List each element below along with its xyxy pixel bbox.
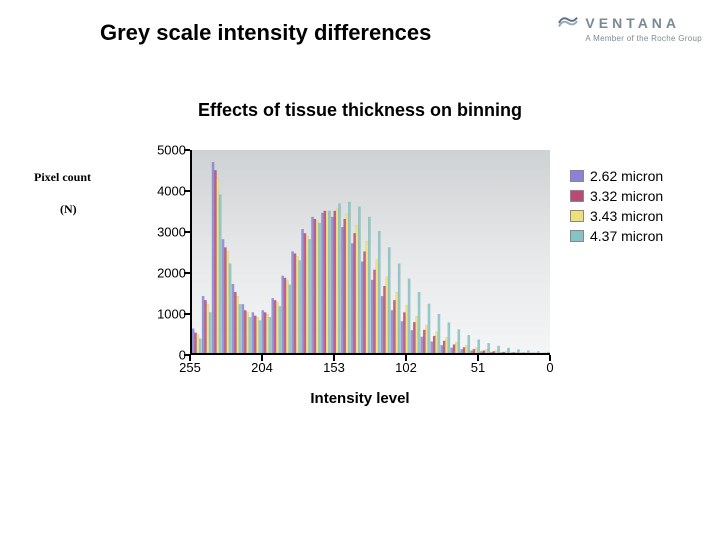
legend-swatch [570,210,584,222]
chart-legend: 2.62 micron 3.32 micron 3.43 micron 4.37 mi… [570,168,663,248]
x-tick-mark [549,355,551,361]
x-tick-mark [405,355,407,361]
legend-label: 3.32 micron [590,188,663,204]
y-tick-label: 3000 [157,225,186,240]
legend-swatch [570,230,584,242]
y-tick-label: 4000 [157,184,186,199]
y-tick-label: 5000 [157,143,186,158]
legend-swatch [570,190,584,202]
y-tick-label: 2000 [157,266,186,281]
legend-swatch [570,170,584,182]
y-tick-mark [184,149,190,151]
x-tick-mark [333,355,335,361]
x-tick-label: 51 [471,360,485,375]
legend-item: 3.32 micron [570,188,663,204]
page-title: Grey scale intensity differences [100,20,431,46]
x-axis-label: Intensity level [0,390,720,407]
brand-name: VENTANA [585,15,680,31]
legend-item: 2.62 micron [570,168,663,184]
legend-label: 2.62 micron [590,168,663,184]
brand-block: VENTANA A Member of the Roche Group [557,14,702,43]
legend-item: 4.37 micron [570,228,663,244]
y-axis-label-primary: Pixel count [34,170,91,185]
x-tick-mark [189,355,191,361]
y-tick-mark [184,190,190,192]
legend-item: 3.43 micron [570,208,663,224]
y-tick-mark [184,231,190,233]
x-tick-label: 255 [179,360,201,375]
y-tick-mark [184,313,190,315]
x-tick-label: 153 [323,360,345,375]
x-tick-mark [261,355,263,361]
x-tick-label: 102 [395,360,417,375]
chart-plot-area [190,150,550,355]
chart-svg [192,150,550,353]
y-tick-label: 1000 [157,307,186,322]
x-tick-label: 0 [546,360,553,375]
ventana-logo-icon [557,14,579,32]
y-tick-mark [184,272,190,274]
y-axis-label-secondary: (N) [60,202,77,217]
brand-tagline: A Member of the Roche Group [585,34,702,43]
chart-title: Effects of tissue thickness on binning [0,100,720,121]
x-tick-mark [477,355,479,361]
x-tick-label: 204 [251,360,273,375]
legend-label: 4.37 micron [590,228,663,244]
legend-label: 3.43 micron [590,208,663,224]
